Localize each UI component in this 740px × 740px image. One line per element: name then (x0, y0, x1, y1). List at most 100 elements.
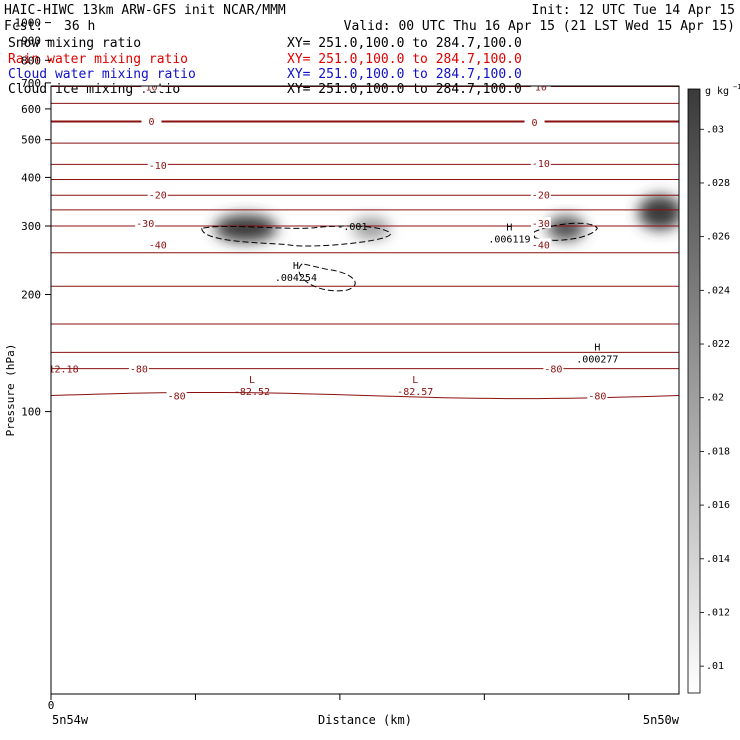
colorbar-tick-label: .018 (706, 446, 730, 457)
plot-area: -80 -80 -80 -80 -40 -40 -30 -30 -20 -20 -10 -10 0 0 10… (49, 31, 679, 402)
cloud-ice-contour (534, 222, 598, 241)
extrema-value: -82.57 (397, 387, 433, 398)
colorbar: g kg −1 .01 .012 .014 .016 .018 .02 .022 .024 .0… (687, 83, 740, 694)
temperature-label-bg (543, 362, 564, 374)
temperature-label-bg (587, 389, 608, 401)
temperature-label-bg (141, 115, 162, 127)
forecast-label: Fcst: (4, 19, 43, 34)
colorbar-tick-label: .016 (706, 500, 730, 511)
field-name-rain: Rain water mixing ratio (8, 52, 188, 67)
y-axis-label: Pressure (hPa) (4, 344, 17, 437)
temperature-label: -40 (532, 240, 550, 251)
field-name-cloud-water: Cloud water mixing ratio (8, 67, 196, 82)
y-tick-label: 700 (21, 77, 41, 90)
colorbar-tick-label: .012 (706, 607, 730, 618)
temperature-label: -20 (149, 191, 167, 202)
colorbar-tick-label: .022 (706, 339, 730, 350)
temperature-label-bg (141, 86, 162, 92)
temperature-label: -30 (136, 219, 154, 230)
extrema-marker: L (249, 375, 255, 386)
y-tick-label: 1000 (15, 17, 42, 30)
temperature-label: -30 (532, 219, 550, 230)
x-right-location: 5n50w (643, 713, 680, 727)
temperature-label: -80 (588, 391, 606, 402)
temperature-label: -80 (130, 365, 148, 376)
colorbar-tick-label: .01 (706, 661, 724, 672)
temperature-label-bg (147, 238, 168, 250)
x-tick-zero: 0 (48, 699, 55, 712)
temperature-label-bg (530, 157, 551, 169)
extrema-value: .000277 (576, 354, 618, 365)
x-left-location: 5n54w (52, 713, 89, 727)
temperature-label-bg (530, 238, 551, 250)
snow-shade-region (638, 195, 679, 230)
extrema-value: -.001 (337, 222, 367, 233)
extrema-marker: H (280, 31, 286, 42)
y-axis: 100 200 300 400 500 600 700 800 900 1000 (15, 17, 51, 419)
field-name-snow: Snow mixing ratio (8, 36, 141, 51)
temperature-label: 10 (145, 82, 157, 93)
x-axis-label: Distance (km) (318, 713, 412, 727)
colorbar-tick-label: .026 (706, 232, 730, 243)
temperature-label-bg (530, 188, 551, 200)
valid-time: Valid: 00 UTC Thu 16 Apr 15 (21 LST Wed … (344, 19, 735, 34)
temperature-label: -80 (544, 365, 562, 376)
snow-shade-region (352, 217, 391, 240)
y-tick-label: 800 (21, 54, 41, 67)
field-xy-cloud-ice: XY= 251.0,100.0 to 284.7,100.0 (287, 82, 522, 97)
colorbar-unit: g kg (705, 86, 729, 97)
temperature-label-bg (524, 116, 545, 128)
colorbar-tick-label: .03 (706, 124, 724, 135)
plot-frame (50, 85, 680, 695)
field-xy-rain: XY= 251.0,100.0 to 284.7,100.0 (287, 52, 522, 67)
init-time: Init: 12 UTC Tue 14 Apr 15 (532, 3, 736, 18)
colorbar-tick-label: .02 (706, 393, 724, 404)
temperature-label: 20 (541, 34, 553, 45)
y-tick-label: 300 (21, 220, 41, 233)
extrema-labels: L-82.52L-82.5712.18H.000277H.004254H.006… (49, 31, 618, 398)
extrema-value: 12.18 (49, 365, 79, 376)
colorbar-unit-exponent: −1 (733, 83, 740, 91)
extrema-marker: L (412, 375, 418, 386)
temperature-label: -80 (168, 391, 186, 402)
temperature-label: -10 (532, 159, 550, 170)
temperature-label: -10 (149, 161, 167, 172)
cloud-ice-contours (201, 222, 598, 292)
colorbar-tick-label: .024 (706, 285, 730, 296)
field-xy-cloud-water: XY= 251.0,100.0 to 284.7,100.0 (287, 67, 522, 82)
temperature-label-bg (147, 158, 168, 170)
temperature-label-bg (128, 362, 149, 374)
temperature-label: 0 (532, 118, 538, 129)
temperature-label-bg (530, 217, 551, 229)
temperature-label-bg (530, 86, 551, 92)
colorbar-tick-label: .028 (706, 178, 730, 189)
temperature-label: -20 (532, 191, 550, 202)
colorbar-gradient (687, 88, 701, 694)
x-axis (50, 694, 630, 700)
extrema-marker: H (594, 342, 600, 353)
y-tick-label: 400 (21, 171, 41, 184)
temperature-label-bg (135, 217, 156, 229)
extrema-value: .006119 (488, 234, 530, 245)
isotherm-line (51, 392, 679, 400)
y-tick-label: 200 (21, 288, 41, 301)
extrema-value: .004254 (275, 273, 317, 284)
colorbar-tick-label: .014 (706, 554, 730, 565)
temperature-labels: -80 -80 -80 -80 -40 -40 -30 -30 -20 -20 -10 -10 0 0 10… (128, 34, 608, 402)
figure-title: HAIC-HIWC 13km ARW-GFS init NCAR/MMM (4, 3, 286, 18)
snow-shading (214, 195, 679, 242)
temperature-label-bg (147, 188, 168, 200)
cloud-ice-contour (201, 225, 391, 247)
snow-shade-region (214, 214, 278, 242)
extrema-value: -82.52 (234, 387, 270, 398)
snow-shade-region (547, 216, 585, 241)
y-tick-label: 900 (21, 34, 41, 47)
y-tick-label: 100 (21, 406, 41, 419)
header: HAIC-HIWC 13km ARW-GFS init NCAR/MMM Ini… (4, 3, 735, 97)
y-tick-label: 500 (21, 134, 41, 147)
forecast-hours: 36 h (64, 19, 95, 34)
temperature-label: -40 (149, 240, 167, 251)
y-tick-label: 600 (21, 103, 41, 116)
temperature-label-bg (166, 389, 187, 401)
